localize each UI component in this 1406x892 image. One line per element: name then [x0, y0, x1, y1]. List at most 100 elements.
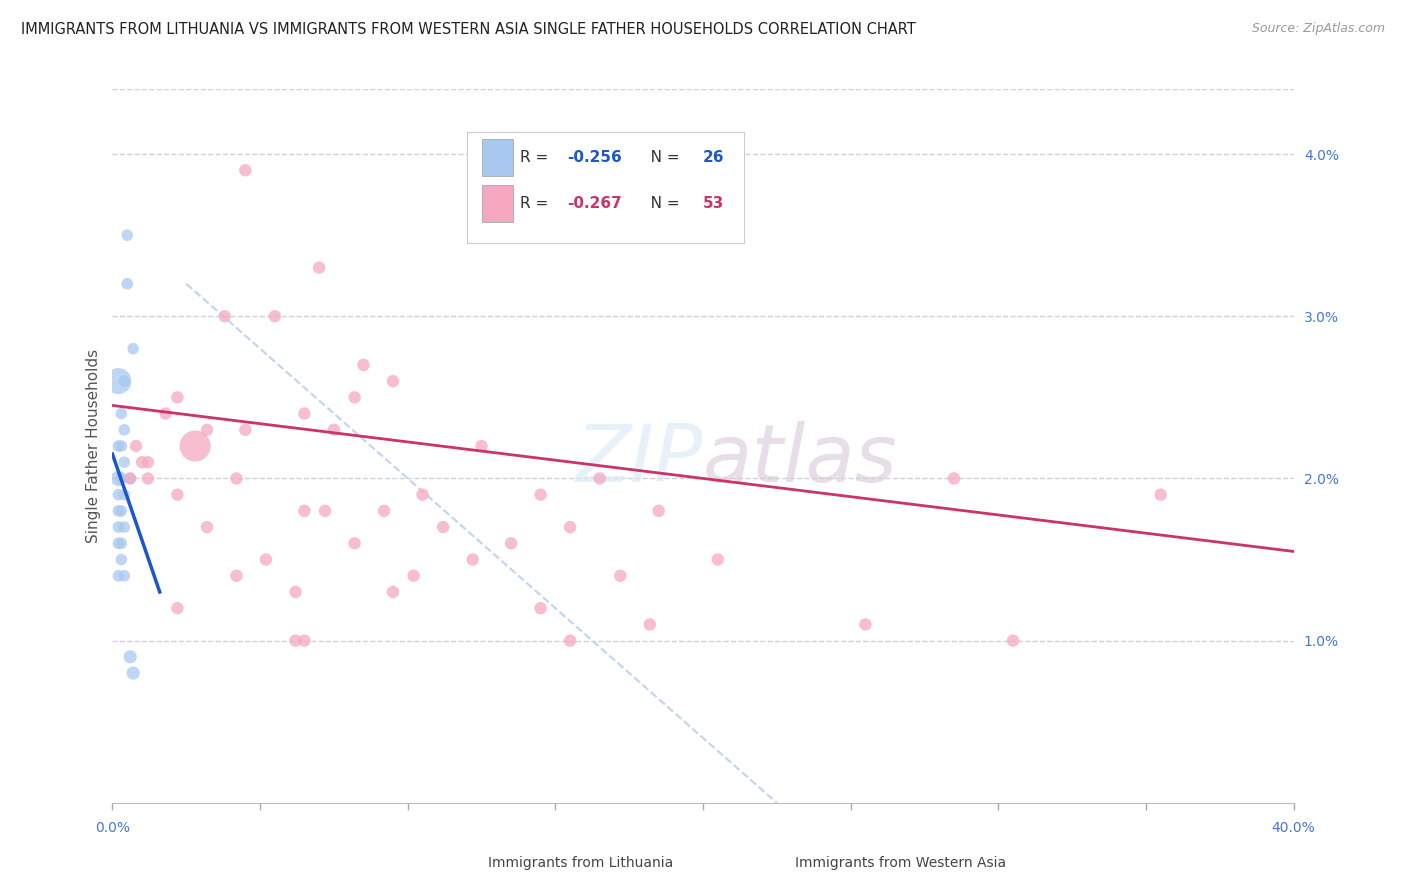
- Point: [314, 504, 336, 518]
- Point: [352, 358, 374, 372]
- Point: [461, 552, 484, 566]
- Point: [225, 568, 247, 582]
- Text: Source: ZipAtlas.com: Source: ZipAtlas.com: [1251, 22, 1385, 36]
- Point: [501, 536, 523, 550]
- Text: R =: R =: [520, 196, 553, 211]
- Point: [195, 423, 218, 437]
- Point: [284, 585, 307, 599]
- Point: [284, 633, 307, 648]
- Point: [184, 439, 207, 453]
- Point: [110, 536, 132, 550]
- Point: [529, 601, 551, 615]
- Point: [107, 568, 129, 582]
- Point: [382, 585, 405, 599]
- Text: IMMIGRANTS FROM LITHUANIA VS IMMIGRANTS FROM WESTERN ASIA SINGLE FATHER HOUSEHOL: IMMIGRANTS FROM LITHUANIA VS IMMIGRANTS …: [21, 22, 915, 37]
- Point: [402, 568, 425, 582]
- Point: [107, 504, 129, 518]
- Point: [638, 617, 661, 632]
- Point: [292, 407, 315, 421]
- Text: 0.0%: 0.0%: [96, 821, 129, 835]
- Point: [120, 649, 142, 664]
- Point: [112, 488, 135, 502]
- Point: [110, 471, 132, 485]
- Point: [529, 488, 551, 502]
- Point: [110, 439, 132, 453]
- Point: [855, 617, 877, 632]
- Point: [706, 552, 728, 566]
- Point: [373, 504, 395, 518]
- Text: 53: 53: [703, 196, 724, 211]
- Point: [1150, 488, 1173, 502]
- Text: -0.267: -0.267: [567, 196, 621, 211]
- Point: [588, 471, 610, 485]
- Point: [558, 520, 582, 534]
- Point: [107, 520, 129, 534]
- Point: [343, 390, 366, 404]
- Point: [155, 407, 177, 421]
- Point: [117, 228, 138, 243]
- Text: atlas: atlas: [703, 421, 898, 500]
- Point: [112, 423, 135, 437]
- Point: [411, 488, 433, 502]
- FancyBboxPatch shape: [482, 139, 513, 177]
- FancyBboxPatch shape: [441, 850, 481, 878]
- Point: [343, 536, 366, 550]
- Point: [136, 455, 159, 469]
- FancyBboxPatch shape: [482, 185, 513, 222]
- Text: Immigrants from Western Asia: Immigrants from Western Asia: [796, 856, 1007, 871]
- Point: [122, 666, 145, 681]
- Text: 40.0%: 40.0%: [1271, 821, 1316, 835]
- Text: -0.256: -0.256: [567, 150, 621, 165]
- Point: [292, 633, 315, 648]
- Point: [112, 374, 135, 388]
- Text: Immigrants from Lithuania: Immigrants from Lithuania: [488, 856, 673, 871]
- Text: N =: N =: [636, 196, 685, 211]
- Point: [470, 439, 494, 453]
- Point: [308, 260, 330, 275]
- Point: [214, 310, 236, 324]
- Text: ZIP: ZIP: [575, 421, 703, 500]
- Point: [382, 374, 405, 388]
- Text: N =: N =: [636, 150, 685, 165]
- Point: [254, 552, 277, 566]
- Point: [136, 471, 159, 485]
- Y-axis label: Single Father Households: Single Father Households: [86, 349, 101, 543]
- Point: [107, 439, 129, 453]
- Point: [195, 520, 218, 534]
- Point: [233, 423, 256, 437]
- Point: [107, 471, 129, 485]
- Point: [942, 471, 965, 485]
- Point: [166, 390, 188, 404]
- Point: [166, 601, 188, 615]
- Point: [647, 504, 671, 518]
- Text: R =: R =: [520, 150, 553, 165]
- Point: [117, 277, 138, 291]
- Point: [112, 520, 135, 534]
- Text: 26: 26: [703, 150, 724, 165]
- Point: [323, 423, 346, 437]
- Point: [110, 552, 132, 566]
- Point: [125, 439, 148, 453]
- Point: [112, 568, 135, 582]
- Point: [1001, 633, 1024, 648]
- Point: [120, 471, 142, 485]
- Point: [131, 455, 153, 469]
- Point: [110, 407, 132, 421]
- Point: [233, 163, 256, 178]
- Point: [107, 536, 129, 550]
- Point: [432, 520, 454, 534]
- Point: [112, 455, 135, 469]
- Point: [609, 568, 631, 582]
- Point: [225, 471, 247, 485]
- Point: [558, 633, 582, 648]
- FancyBboxPatch shape: [748, 850, 787, 878]
- Point: [120, 471, 142, 485]
- Point: [107, 374, 129, 388]
- Point: [292, 504, 315, 518]
- Point: [264, 310, 287, 324]
- Point: [110, 504, 132, 518]
- Point: [122, 342, 145, 356]
- Point: [107, 488, 129, 502]
- Point: [166, 488, 188, 502]
- FancyBboxPatch shape: [467, 132, 744, 243]
